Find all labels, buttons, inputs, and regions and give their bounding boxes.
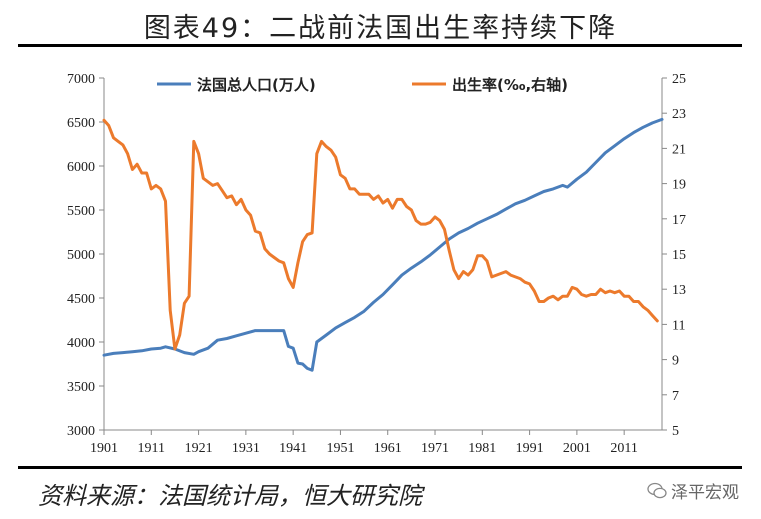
y-right-tick-label: 5 (672, 424, 679, 439)
y-left-tick-label: 6000 (67, 160, 95, 175)
y-left-tick-label: 5000 (67, 248, 95, 263)
x-tick-label: 1991 (516, 441, 544, 456)
y-right-tick-label: 15 (672, 248, 686, 263)
y-right-tick-label: 21 (672, 142, 686, 157)
wechat-icon (647, 482, 667, 498)
x-tick-label: 2001 (563, 441, 591, 456)
legend-label-1: 法国总人口(万人) (197, 76, 316, 94)
watermark: 泽平宏观 (647, 478, 739, 503)
y-right-tick-label: 23 (672, 107, 686, 122)
y-left-tick-label: 4000 (67, 336, 95, 351)
chart-legend: 法国总人口(万人) 出生率(‰,右轴) (157, 76, 568, 94)
y-right-tick-label: 11 (672, 318, 685, 333)
chart-series (102, 117, 664, 372)
y-left-tick-label: 6500 (67, 116, 95, 131)
source-note: 资料来源：法国统计局，恒大研究院 (38, 482, 422, 510)
chart-title: 图表49：二战前法国出生率持续下降 (143, 13, 618, 44)
series-line-1 (102, 117, 664, 372)
y-right-tick-label: 7 (672, 389, 679, 404)
y-left-tick-label: 7000 (67, 72, 95, 87)
watermark-text: 泽平宏观 (671, 483, 739, 503)
x-tick-label: 1961 (374, 441, 402, 456)
y-left-tick-label: 3000 (67, 424, 95, 439)
x-tick-label: 1951 (326, 441, 354, 456)
series-line-2 (102, 118, 659, 351)
title-divider (18, 44, 742, 47)
x-tick-label: 1931 (232, 441, 260, 456)
y-right-tick-label: 25 (672, 72, 686, 87)
source-divider (18, 466, 742, 469)
y-right-tick-label: 13 (672, 283, 686, 298)
x-tick-label: 1941 (279, 441, 307, 456)
y-left-tick-label: 4500 (67, 292, 95, 307)
y-right-tick-label: 9 (672, 354, 679, 369)
x-tick-label: 1971 (421, 441, 449, 456)
y-right-tick-label: 17 (672, 213, 686, 228)
y-right-tick-label: 19 (672, 178, 686, 193)
legend-label-2: 出生率(‰,右轴) (452, 76, 568, 94)
x-tick-label: 1911 (138, 441, 165, 456)
y-left-tick-label: 5500 (67, 204, 95, 219)
x-tick-label: 2011 (610, 441, 637, 456)
x-tick-label: 1921 (185, 441, 213, 456)
x-tick-label: 1901 (90, 441, 118, 456)
y-left-tick-label: 3500 (67, 380, 95, 395)
x-tick-label: 1981 (468, 441, 496, 456)
chart-axes: 3000 3500 4000 4500 5000 5500 6000 6500 7000 5 7 9 1… (67, 72, 686, 456)
